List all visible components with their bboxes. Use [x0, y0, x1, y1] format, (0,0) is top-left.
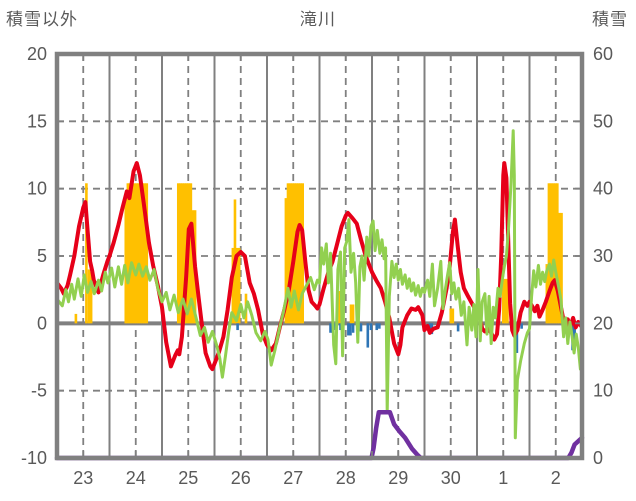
- right-axis-tick-label: 10: [593, 381, 613, 401]
- right-axis-tick-label: 50: [593, 111, 613, 131]
- x-axis-tick-label: 26: [231, 468, 251, 488]
- red-line: [55, 161, 583, 372]
- orange-bars: [130, 183, 134, 324]
- orange-bars: [179, 183, 182, 324]
- orange-bars: [284, 198, 288, 324]
- orange-bars: [451, 308, 455, 324]
- left-axis-title: 積雪以外: [6, 10, 78, 29]
- x-axis-tick-label: 28: [336, 468, 356, 488]
- orange-bars: [128, 183, 132, 324]
- left-axis-tick-label: 10: [27, 179, 47, 199]
- orange-bars: [504, 278, 507, 324]
- orange-bars: [181, 183, 184, 324]
- blue-bars: [329, 323, 332, 333]
- blue-bars: [520, 323, 523, 329]
- orange-bars: [551, 183, 555, 324]
- orange-bars: [145, 183, 149, 324]
- orange-bars: [189, 183, 193, 324]
- orange-bars: [288, 183, 292, 324]
- orange-bars: [501, 278, 505, 324]
- orange-bars: [506, 278, 509, 324]
- orange-bars: [74, 313, 78, 324]
- right-axis-tick-label: 60: [593, 44, 613, 64]
- orange-bars: [349, 304, 353, 324]
- orange-bars: [85, 183, 88, 324]
- x-axis-tick-label: 2: [551, 468, 561, 488]
- orange-bars: [126, 183, 130, 324]
- blue-bars: [515, 323, 519, 353]
- orange-bars: [560, 212, 563, 324]
- purple-line: [54, 409, 585, 461]
- right-axis-title: 積雪: [592, 10, 628, 29]
- blue-bars: [359, 323, 363, 332]
- orange-bars: [124, 198, 128, 324]
- orange-bars: [141, 183, 144, 324]
- left-axis-tick-label: 20: [27, 44, 47, 64]
- page-title: 滝川: [300, 10, 336, 29]
- x-axis-tick-label: 29: [388, 468, 408, 488]
- left-axis-tick-label: -5: [31, 381, 47, 401]
- orange-bars: [143, 183, 146, 324]
- x-axis-tick-label: 23: [73, 468, 93, 488]
- orange-bars: [87, 269, 91, 324]
- orange-bars: [299, 183, 302, 324]
- orange-bars: [231, 247, 235, 324]
- blue-bars: [349, 323, 352, 336]
- orange-bars: [139, 183, 142, 324]
- left-axis-tick-label: 5: [37, 246, 47, 266]
- right-axis-tick-label: 0: [593, 448, 603, 468]
- right-axis-tick-label: 30: [593, 246, 613, 266]
- green-line: [55, 129, 582, 440]
- orange-bars: [286, 183, 290, 324]
- orange-bars: [132, 183, 136, 324]
- orange-bars: [183, 183, 186, 324]
- orange-bars: [556, 183, 559, 324]
- orange-bars: [553, 183, 557, 324]
- blue-bars: [347, 323, 350, 336]
- orange-bars: [235, 247, 239, 324]
- blue-bars: [378, 323, 381, 329]
- orange-bars: [191, 210, 195, 324]
- blue-bars: [366, 323, 370, 348]
- left-axis-tick-label: 0: [37, 313, 47, 333]
- orange-bars: [290, 183, 294, 324]
- orange-bars: [338, 291, 341, 324]
- x-axis-tick-label: 24: [126, 468, 146, 488]
- orange-bars: [297, 183, 300, 324]
- orange-bars: [449, 308, 453, 324]
- right-axis-tick-label: 40: [593, 179, 613, 199]
- orange-bars: [549, 183, 553, 324]
- right-axis-tick-label: 20: [593, 313, 613, 333]
- blue-bars: [236, 323, 239, 331]
- orange-bars: [176, 183, 180, 324]
- x-axis-tick-label: 25: [178, 468, 198, 488]
- x-axis-tick-label: 30: [441, 468, 461, 488]
- blue-bars: [339, 323, 342, 331]
- orange-bars: [237, 247, 241, 324]
- orange-bars: [137, 183, 140, 324]
- blue-bars: [456, 323, 460, 332]
- orange-bars: [89, 272, 93, 324]
- left-axis-tick-label: 15: [27, 111, 47, 131]
- blue-bars: [351, 323, 355, 333]
- orange-bars: [134, 183, 138, 324]
- left-axis-tick-label: -10: [21, 448, 47, 468]
- x-axis-tick-label: 1: [498, 468, 508, 488]
- blue-bars: [375, 323, 379, 331]
- blue-bars: [369, 323, 373, 331]
- x-axis-tick-label: 27: [283, 468, 303, 488]
- orange-bars: [351, 304, 355, 324]
- orange-bars: [547, 183, 551, 324]
- orange-bars: [558, 212, 561, 324]
